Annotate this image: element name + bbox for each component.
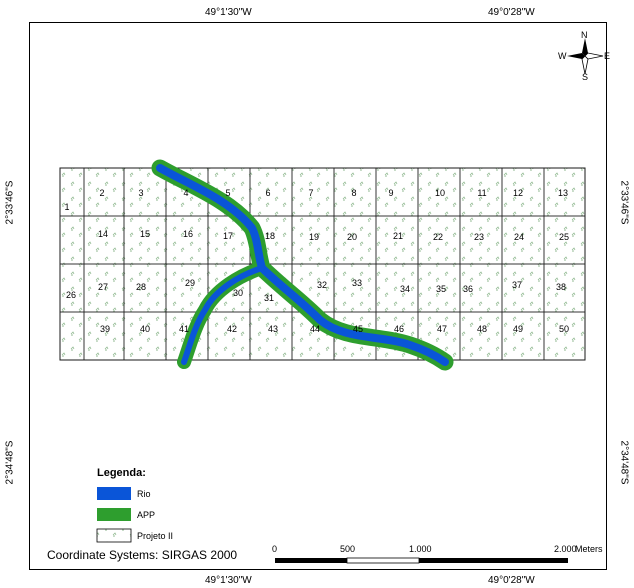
scale-bar [275,557,568,564]
plot-label: 8 [351,188,356,198]
plot-label: 27 [98,282,108,292]
plot-label: 20 [347,232,357,242]
plot-label: 21 [393,231,403,241]
plot-label: 14 [98,229,108,239]
plot-label: 36 [463,284,473,294]
coord-bottom-left: 49°1'30"W [205,575,252,586]
plot-label: 47 [437,324,447,334]
plot-label: 25 [559,232,569,242]
coord-bottom-right: 49°0'28"W [488,575,535,586]
east-letter: E [604,51,611,61]
legend-swatch-projeto [96,528,132,543]
plot-label: 31 [264,293,274,303]
plot-label: 22 [433,232,443,242]
plot-label: 11 [477,188,486,198]
plot-label: 7 [308,188,313,198]
plot-label: 28 [136,282,146,292]
legend-label-app: APP [137,510,156,520]
scale-label-500: 500 [340,544,356,554]
plot-label: 38 [556,282,566,292]
north-arrow-icon [567,38,604,75]
plot-label: 40 [140,324,150,334]
plot-label: 39 [100,324,110,334]
legend-swatch-app [97,508,131,521]
map-frame [29,22,607,570]
plot-label: 10 [435,188,445,198]
coord-top-left: 49°1'30"W [205,7,252,18]
plot-label: 43 [268,324,278,334]
plot-label: 6 [265,188,270,198]
plot-label: 35 [436,284,446,294]
plot-label: 49 [513,324,523,334]
legend-title: Legenda: [97,467,146,479]
plot-label: 16 [183,229,193,239]
plot-cell[interactable] [543,311,586,361]
plot-label: 2 [99,188,104,198]
legend-label-projeto: Projeto II [137,531,174,541]
plot-label: 41 [179,324,189,334]
plot-label: 19 [309,232,319,242]
plot-label: 32 [317,280,327,290]
plot-label: 5 [225,188,230,198]
plot-label: 46 [394,324,404,334]
plot-label: 12 [513,188,523,198]
plot-label: 34 [400,284,410,294]
plot-label: 50 [559,324,569,334]
plot-label: 33 [352,278,362,288]
plot-label: 24 [514,232,524,242]
scale-unit: Meters [575,544,603,554]
plot-label: 3 [138,188,143,198]
scale-label-1000: 1.000 [409,544,432,554]
plot-label: 29 [185,278,195,288]
coordinate-system: Coordinate Systems: SIRGAS 2000 [47,548,238,562]
scale-label-0: 0 [272,544,278,554]
plot-label: 45 [353,324,363,334]
north-letter: N [581,30,588,40]
plot-label: 4 [183,188,188,198]
plot-label: 1 [64,202,69,212]
west-letter: W [558,51,567,61]
plot-label: 17 [223,231,233,241]
plot-label: 18 [265,231,275,241]
legend-swatch-rio [97,487,131,500]
plot-label: 37 [512,280,522,290]
south-letter: S [582,72,589,82]
coord-top-right: 49°0'28"W [488,7,535,18]
plot-label: 42 [227,324,237,334]
plot-label: 30 [233,288,243,298]
legend-label-rio: Rio [137,489,151,499]
river [156,164,449,366]
plot-label: 48 [477,324,487,334]
scale-label-2000: 2.000 [554,544,577,554]
plot-label: 26 [66,290,76,300]
plot-label: 44 [310,324,320,334]
plot-label: 15 [140,229,150,239]
plot-label: 23 [474,232,484,242]
plot-label: 9 [388,188,393,198]
plot-label: 13 [558,188,568,198]
